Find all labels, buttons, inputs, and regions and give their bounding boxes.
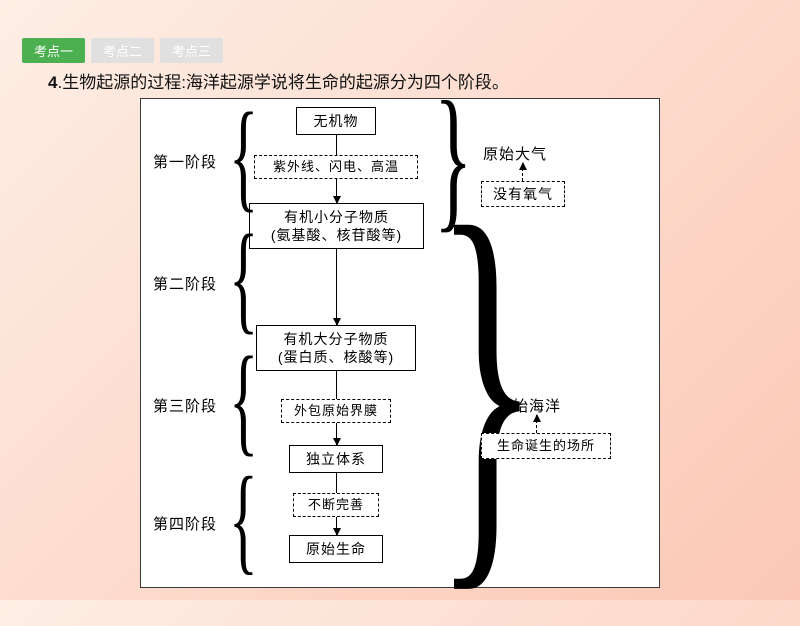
stage-3-label: 第三阶段 — [153, 395, 217, 416]
dash-ocean — [536, 415, 537, 433]
box-independent: 独立体系 — [289, 445, 383, 473]
process-1: 紫外线、闪电、高温 — [254, 155, 418, 179]
brace-2: { — [229, 217, 258, 339]
brace-1: { — [229, 95, 258, 217]
box-inorganic: 无机物 — [296, 107, 376, 135]
stage-2-label: 第二阶段 — [153, 273, 217, 294]
brace-3: { — [229, 339, 258, 461]
label-ocean: 原始海洋 — [497, 395, 561, 416]
small-b: (氨基酸、核苷酸等) — [271, 226, 402, 244]
box-primitive-life: 原始生命 — [289, 535, 383, 563]
tab-kaodian-3[interactable]: 考点三 — [160, 38, 223, 63]
tab-kaodian-2[interactable]: 考点二 — [91, 38, 154, 63]
process-3: 外包原始界膜 — [281, 399, 391, 423]
stage-1-label: 第一阶段 — [153, 151, 217, 172]
tab-kaodian-1[interactable]: 考点一 — [22, 38, 85, 63]
arrow-2 — [336, 249, 337, 325]
large-b: (蛋白质、核酸等) — [278, 348, 394, 366]
diagram: 无机物 紫外线、闪电、高温 有机小分子物质 (氨基酸、核苷酸等) 有机大分子物质… — [141, 99, 659, 587]
stage-4-label: 第四阶段 — [153, 513, 217, 534]
diagram-container: 无机物 紫外线、闪电、高温 有机小分子物质 (氨基酸、核苷酸等) 有机大分子物质… — [140, 98, 660, 588]
box-large-molecule: 有机大分子物质 (蛋白质、核酸等) — [256, 325, 416, 371]
small-a: 有机小分子物质 — [284, 208, 389, 226]
process-4: 不断完善 — [293, 493, 379, 517]
box-birth: 生命诞生的场所 — [481, 433, 611, 459]
large-a: 有机大分子物质 — [284, 330, 389, 348]
tab-bar: 考点一 考点二 考点三 — [22, 38, 223, 63]
brace-ocean: } — [434, 163, 540, 603]
brace-4: { — [229, 459, 258, 579]
box-small-molecule: 有机小分子物质 (氨基酸、核苷酸等) — [249, 203, 424, 249]
